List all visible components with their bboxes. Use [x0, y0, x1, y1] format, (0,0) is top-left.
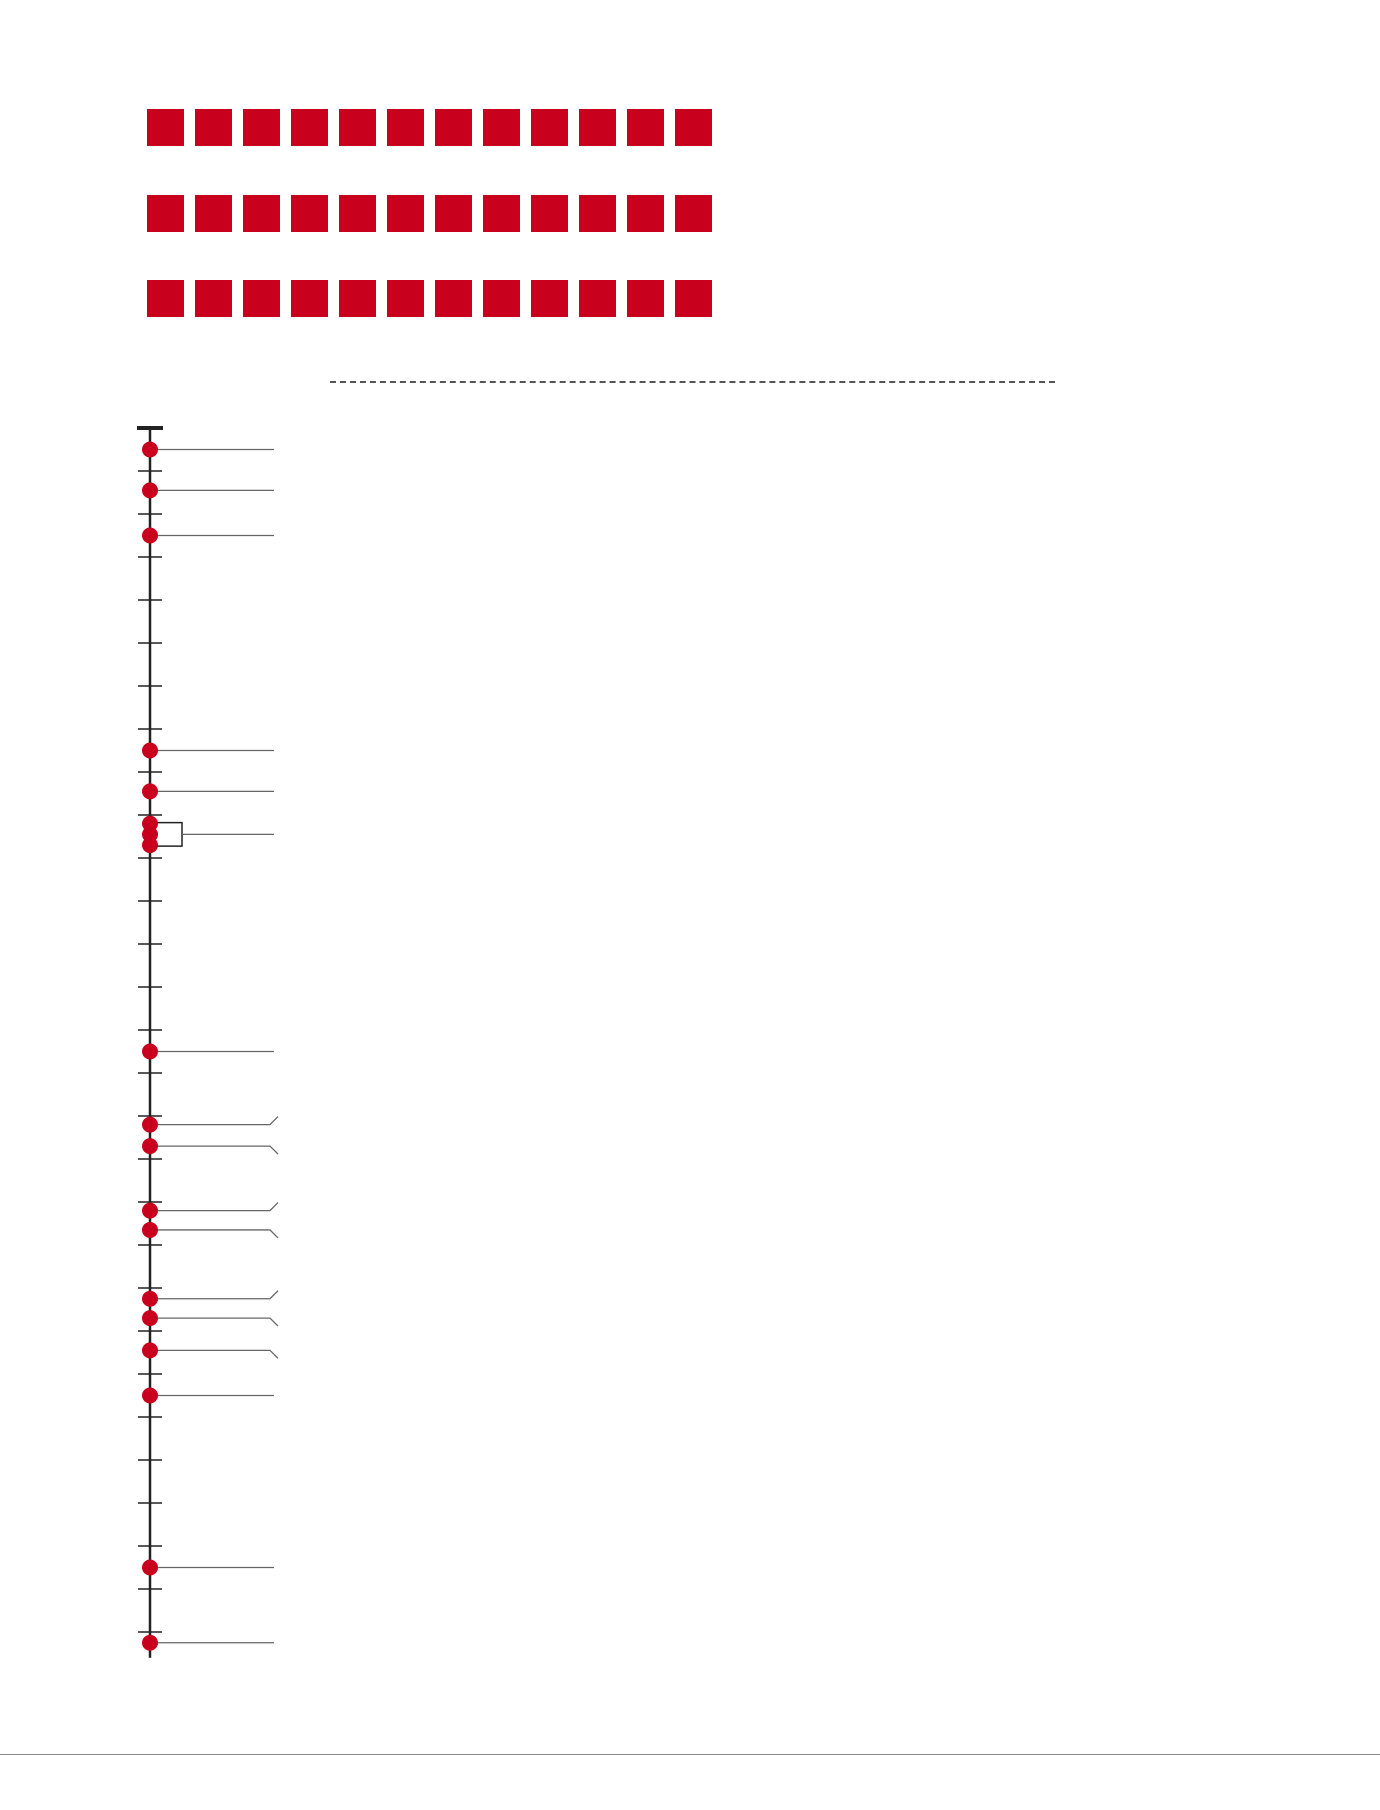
red-square — [627, 194, 664, 232]
red-square — [531, 280, 568, 317]
red-square — [147, 194, 184, 232]
marker-leader-elbow — [150, 1290, 279, 1300]
red-square — [195, 194, 232, 232]
red-square — [243, 109, 280, 146]
event-marker-dot — [142, 1043, 158, 1060]
marker-leader-elbow — [150, 1229, 279, 1239]
red-square — [531, 194, 568, 232]
red-square — [435, 109, 472, 146]
red-square — [483, 109, 520, 146]
red-square — [243, 280, 280, 317]
timeline — [137, 426, 279, 1658]
event-marker-dot — [142, 783, 158, 800]
red-square — [627, 109, 664, 146]
red-square — [147, 280, 184, 317]
red-square — [147, 109, 184, 146]
event-marker-dot — [142, 527, 158, 544]
event-marker-dot — [142, 1310, 158, 1327]
red-square — [291, 109, 328, 146]
square-grid — [147, 109, 712, 317]
red-square — [387, 194, 424, 232]
marker-leader-elbow — [150, 1145, 279, 1155]
red-square — [579, 280, 616, 317]
red-square — [243, 194, 280, 232]
marker-leader-elbow — [150, 1116, 279, 1126]
red-square — [483, 194, 520, 232]
red-square — [387, 280, 424, 317]
marker-leader-elbow — [150, 1349, 279, 1359]
marker-leader-elbow — [150, 1317, 279, 1327]
red-square — [579, 109, 616, 146]
event-marker-dot — [142, 1202, 158, 1219]
event-marker-dot — [142, 1559, 158, 1576]
red-square — [531, 109, 568, 146]
event-marker-dot — [142, 1342, 158, 1359]
red-square — [675, 109, 712, 146]
marker-leader-elbow — [150, 1202, 279, 1212]
red-square — [483, 280, 520, 317]
event-marker-dot — [142, 837, 158, 854]
event-marker-dot — [142, 1634, 158, 1651]
event-marker-dot — [142, 1116, 158, 1133]
event-marker-dot — [142, 1138, 158, 1155]
event-marker-dot — [142, 742, 158, 759]
red-square — [291, 194, 328, 232]
red-square — [435, 194, 472, 232]
event-marker-dot — [142, 482, 158, 499]
red-square — [195, 109, 232, 146]
event-marker-dot — [142, 1387, 158, 1404]
red-square — [339, 109, 376, 146]
event-marker-dot — [142, 1290, 158, 1307]
dashed-divider — [330, 381, 1055, 383]
event-marker-dot — [142, 441, 158, 458]
red-square — [579, 194, 616, 232]
red-square — [339, 280, 376, 317]
red-square — [435, 280, 472, 317]
event-marker-dot — [142, 1221, 158, 1238]
red-square — [195, 280, 232, 317]
red-square — [291, 280, 328, 317]
red-square — [675, 280, 712, 317]
red-square — [675, 194, 712, 232]
red-square — [627, 280, 664, 317]
red-square — [387, 109, 424, 146]
footer-rule — [0, 1754, 1380, 1755]
red-square — [339, 194, 376, 232]
